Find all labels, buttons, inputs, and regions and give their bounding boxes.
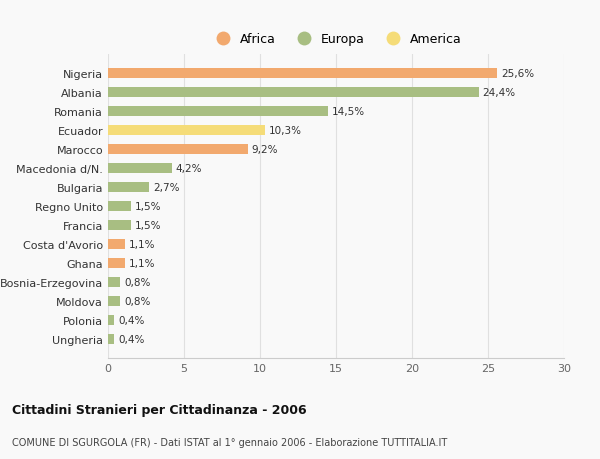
Bar xyxy=(108,220,131,231)
Text: 25,6%: 25,6% xyxy=(501,69,534,79)
Bar xyxy=(108,315,114,325)
Bar xyxy=(108,126,265,136)
Text: 0,4%: 0,4% xyxy=(118,315,144,325)
Text: 14,5%: 14,5% xyxy=(332,107,365,117)
Text: Cittadini Stranieri per Cittadinanza - 2006: Cittadini Stranieri per Cittadinanza - 2… xyxy=(12,403,307,416)
Bar xyxy=(108,182,149,193)
Bar xyxy=(108,258,125,269)
Bar xyxy=(108,145,248,155)
Bar xyxy=(108,106,328,117)
Text: COMUNE DI SGURGOLA (FR) - Dati ISTAT al 1° gennaio 2006 - Elaborazione TUTTITALI: COMUNE DI SGURGOLA (FR) - Dati ISTAT al … xyxy=(12,437,447,447)
Text: 0,4%: 0,4% xyxy=(118,334,144,344)
Bar xyxy=(108,334,114,344)
Text: 0,8%: 0,8% xyxy=(124,296,151,306)
Text: 10,3%: 10,3% xyxy=(268,126,301,136)
Bar xyxy=(108,277,120,287)
Text: 0,8%: 0,8% xyxy=(124,277,151,287)
Bar xyxy=(108,296,120,307)
Text: 24,4%: 24,4% xyxy=(482,88,516,98)
Bar xyxy=(108,69,497,79)
Text: 2,7%: 2,7% xyxy=(153,183,179,193)
Text: 1,5%: 1,5% xyxy=(134,202,161,212)
Bar xyxy=(108,239,125,250)
Text: 1,5%: 1,5% xyxy=(134,220,161,230)
Bar xyxy=(108,88,479,98)
Text: 4,2%: 4,2% xyxy=(176,164,202,174)
Text: 1,1%: 1,1% xyxy=(128,258,155,269)
Text: 9,2%: 9,2% xyxy=(251,145,278,155)
Text: 1,1%: 1,1% xyxy=(128,240,155,249)
Legend: Africa, Europa, America: Africa, Europa, America xyxy=(205,28,467,51)
Bar xyxy=(108,163,172,174)
Bar xyxy=(108,202,131,212)
